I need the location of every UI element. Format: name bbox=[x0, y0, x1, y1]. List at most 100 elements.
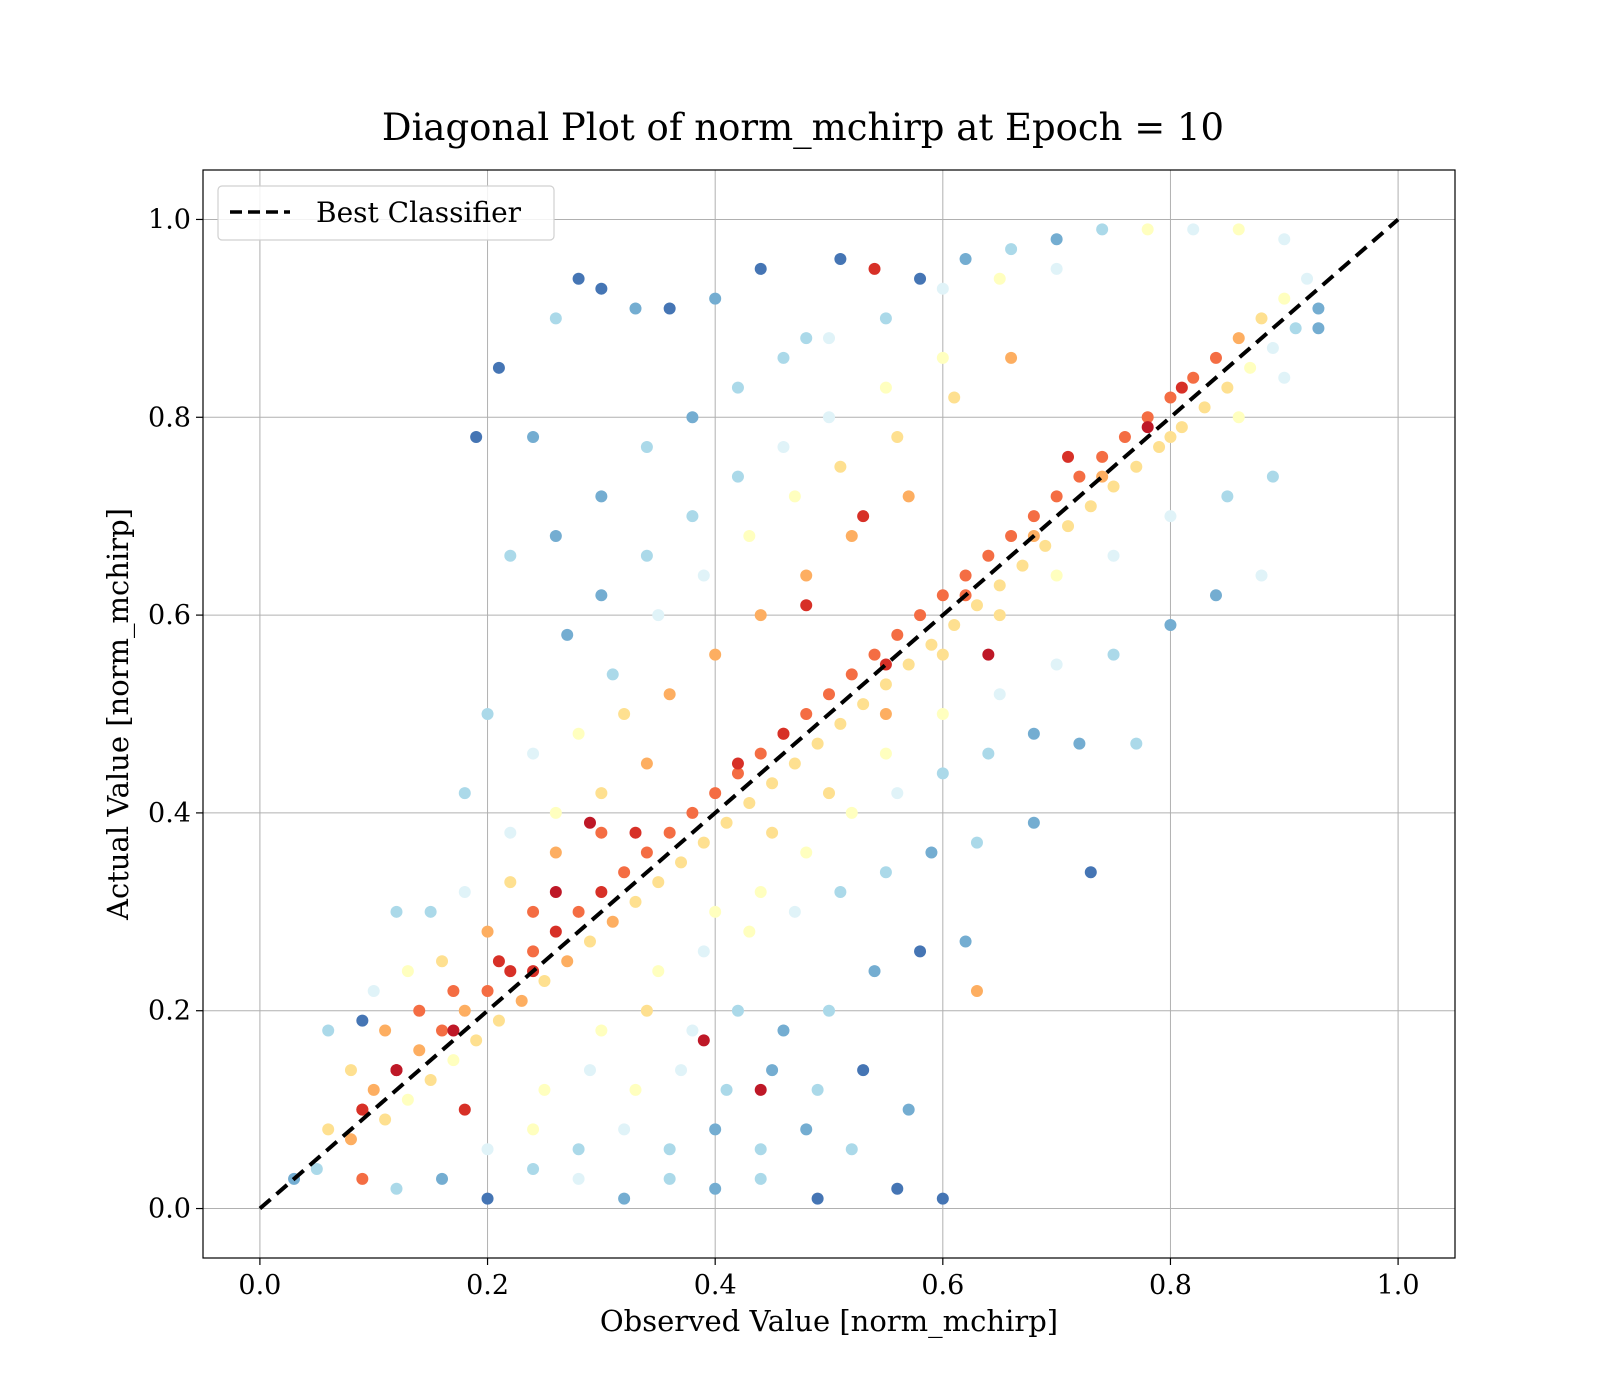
scatter-point bbox=[857, 510, 870, 523]
scatter-point bbox=[595, 282, 608, 295]
scatter-point bbox=[709, 1123, 722, 1136]
scatter-point bbox=[424, 1073, 437, 1086]
scatter-point bbox=[1027, 727, 1040, 740]
scatter-point bbox=[766, 826, 779, 839]
scatter-point bbox=[1084, 866, 1097, 879]
scatter-point bbox=[970, 984, 983, 997]
scatter-point bbox=[811, 737, 824, 750]
scatter-point bbox=[629, 826, 642, 839]
scatter-point bbox=[458, 886, 471, 899]
scatter-point bbox=[709, 648, 722, 661]
scatter-point bbox=[606, 915, 619, 928]
scatter-point bbox=[834, 253, 847, 266]
scatter-point bbox=[504, 965, 517, 978]
scatter-point bbox=[970, 599, 983, 612]
scatter-point bbox=[640, 846, 653, 859]
scatter-point bbox=[800, 569, 813, 582]
scatter-point bbox=[572, 905, 585, 918]
scatter-point bbox=[857, 698, 870, 711]
scatter-point bbox=[1130, 737, 1143, 750]
scatter-point bbox=[754, 1083, 767, 1096]
scatter-point bbox=[663, 688, 676, 701]
scatter-point bbox=[618, 708, 631, 720]
scatter-point bbox=[1278, 233, 1291, 246]
scatter-point bbox=[686, 510, 699, 523]
scatter-point bbox=[322, 1024, 335, 1037]
scatter-point bbox=[527, 945, 540, 958]
x-axis-ticks: 0.0 0.2 0.4 0.6 0.8 1.0 bbox=[238, 1258, 1420, 1301]
scatter-point bbox=[1096, 450, 1109, 463]
scatter-point bbox=[743, 797, 756, 810]
scatter-point bbox=[914, 272, 927, 285]
scatter-point bbox=[527, 1162, 540, 1175]
scatter-point bbox=[379, 1024, 392, 1037]
scatter-point bbox=[834, 886, 847, 899]
scatter-point bbox=[629, 1083, 642, 1096]
scatter-point bbox=[709, 787, 722, 800]
scatter-point bbox=[686, 806, 699, 819]
scatter-point bbox=[481, 708, 494, 720]
scatter-point bbox=[675, 1064, 688, 1077]
scatter-point bbox=[322, 1123, 335, 1136]
scatter-point bbox=[549, 886, 562, 899]
scatter-point bbox=[481, 1143, 494, 1156]
scatter-point bbox=[401, 1093, 414, 1106]
scatter-point bbox=[595, 787, 608, 800]
scatter-point bbox=[504, 826, 517, 839]
scatter-point bbox=[731, 470, 744, 483]
scatter-point bbox=[720, 1083, 733, 1096]
scatter-point bbox=[777, 440, 790, 453]
scatter-point bbox=[527, 1123, 540, 1136]
scatter-point bbox=[572, 727, 585, 740]
scatter-point bbox=[1209, 589, 1222, 602]
scatter-point bbox=[788, 490, 801, 503]
scatter-point bbox=[356, 1172, 369, 1185]
best-classifier-line-group bbox=[258, 217, 1400, 1211]
scatter-point bbox=[470, 1034, 483, 1047]
scatter-point bbox=[413, 1044, 426, 1057]
scatter-point bbox=[823, 688, 835, 701]
scatter-point bbox=[754, 1143, 767, 1156]
scatter-point bbox=[800, 332, 813, 345]
scatter-point bbox=[390, 1182, 403, 1195]
scatter-point bbox=[458, 1103, 471, 1116]
scatter-point bbox=[1039, 539, 1052, 552]
scatter-point bbox=[1244, 361, 1257, 374]
x-tick-label: 0.8 bbox=[1149, 1270, 1192, 1301]
scatter-point bbox=[925, 846, 938, 859]
scatter-point bbox=[652, 965, 665, 978]
scatter-point bbox=[1118, 431, 1131, 444]
scatter-point bbox=[1107, 480, 1120, 493]
scatter-point bbox=[1209, 351, 1222, 364]
scatter-point bbox=[1175, 381, 1188, 394]
scatter-point bbox=[1232, 411, 1245, 424]
scatter-point bbox=[1301, 272, 1314, 285]
scatter-point bbox=[1232, 332, 1245, 345]
scatter-point bbox=[743, 529, 756, 542]
scatter-point bbox=[1153, 440, 1166, 453]
scatter-point bbox=[1050, 490, 1063, 503]
scatter-point bbox=[982, 747, 995, 760]
scatter-point bbox=[675, 856, 688, 869]
scatter-point bbox=[1278, 292, 1291, 305]
scatter-point bbox=[766, 777, 779, 790]
x-axis-label: Observed Value [norm_mchirp] bbox=[600, 1304, 1058, 1339]
scatter-point bbox=[868, 648, 881, 661]
scatter-point bbox=[1221, 490, 1234, 503]
scatter-point bbox=[891, 1182, 904, 1195]
scatter-point bbox=[1164, 618, 1177, 631]
scatter-point bbox=[936, 767, 949, 780]
scatter-point bbox=[697, 569, 710, 582]
scatter-point bbox=[697, 1034, 710, 1047]
scatter-point bbox=[652, 876, 665, 889]
scatter-point bbox=[720, 816, 733, 829]
y-tick-label: 1.0 bbox=[148, 204, 191, 235]
scatter-point bbox=[504, 549, 517, 562]
scatter-point bbox=[1164, 510, 1177, 523]
scatter-point bbox=[367, 1083, 380, 1096]
scatter-point bbox=[1312, 322, 1325, 335]
scatter-point bbox=[936, 351, 949, 364]
scatter-point bbox=[1073, 470, 1086, 483]
scatter-point bbox=[1266, 470, 1279, 483]
scatter-point bbox=[754, 262, 767, 275]
